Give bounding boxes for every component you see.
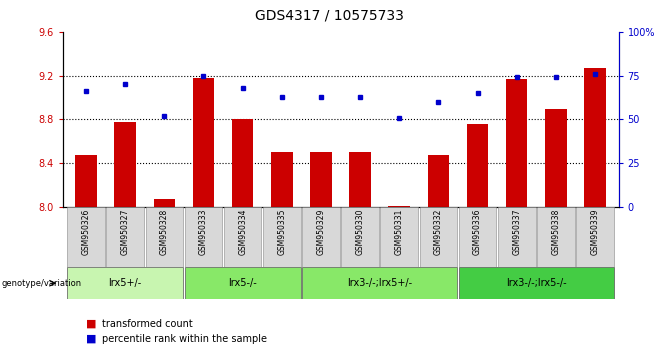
Text: lrx3-/-;lrx5+/-: lrx3-/-;lrx5+/- — [347, 278, 412, 288]
Text: GSM950329: GSM950329 — [316, 209, 326, 255]
Text: lrx3-/-;lrx5-/-: lrx3-/-;lrx5-/- — [506, 278, 567, 288]
Bar — [114, 122, 136, 207]
Text: GSM950330: GSM950330 — [355, 209, 365, 255]
Bar — [271, 152, 293, 207]
Bar — [349, 152, 371, 207]
Bar — [302, 267, 457, 299]
Text: GSM950327: GSM950327 — [120, 209, 130, 255]
Text: GSM950332: GSM950332 — [434, 209, 443, 255]
Bar — [388, 206, 410, 207]
Bar — [459, 207, 496, 267]
Text: GSM950326: GSM950326 — [82, 209, 91, 255]
Bar — [107, 207, 144, 267]
Text: genotype/variation: genotype/variation — [1, 279, 82, 288]
Bar — [467, 124, 488, 207]
Bar — [145, 207, 183, 267]
Text: GSM950337: GSM950337 — [512, 209, 521, 255]
Bar — [263, 207, 301, 267]
Text: lrx5+/-: lrx5+/- — [109, 278, 141, 288]
Bar — [342, 207, 379, 267]
Bar — [67, 207, 105, 267]
Bar — [428, 154, 449, 207]
Bar — [576, 207, 614, 267]
Bar — [224, 207, 261, 267]
Text: percentile rank within the sample: percentile rank within the sample — [102, 334, 267, 344]
Bar — [153, 199, 175, 207]
Text: transformed count: transformed count — [102, 319, 193, 329]
Bar — [185, 267, 301, 299]
Text: GSM950328: GSM950328 — [160, 209, 169, 255]
Bar — [380, 207, 418, 267]
Text: GSM950336: GSM950336 — [473, 209, 482, 255]
Bar — [498, 207, 536, 267]
Text: GSM950339: GSM950339 — [590, 209, 599, 255]
Text: ■: ■ — [86, 334, 96, 344]
Bar — [506, 79, 528, 207]
Text: GSM950335: GSM950335 — [277, 209, 286, 255]
Bar — [67, 267, 183, 299]
Bar — [310, 152, 332, 207]
Bar — [75, 154, 97, 207]
Text: lrx5-/-: lrx5-/- — [228, 278, 257, 288]
Bar — [545, 109, 567, 207]
Bar — [459, 267, 614, 299]
Text: GDS4317 / 10575733: GDS4317 / 10575733 — [255, 9, 403, 23]
Bar — [537, 207, 574, 267]
Bar — [185, 207, 222, 267]
Text: GSM950331: GSM950331 — [395, 209, 404, 255]
Bar — [584, 68, 606, 207]
Bar — [232, 119, 253, 207]
Text: GSM950338: GSM950338 — [551, 209, 561, 255]
Text: GSM950333: GSM950333 — [199, 209, 208, 255]
Bar — [193, 78, 215, 207]
Bar — [302, 207, 340, 267]
Text: GSM950334: GSM950334 — [238, 209, 247, 255]
Text: ■: ■ — [86, 319, 96, 329]
Bar — [420, 207, 457, 267]
